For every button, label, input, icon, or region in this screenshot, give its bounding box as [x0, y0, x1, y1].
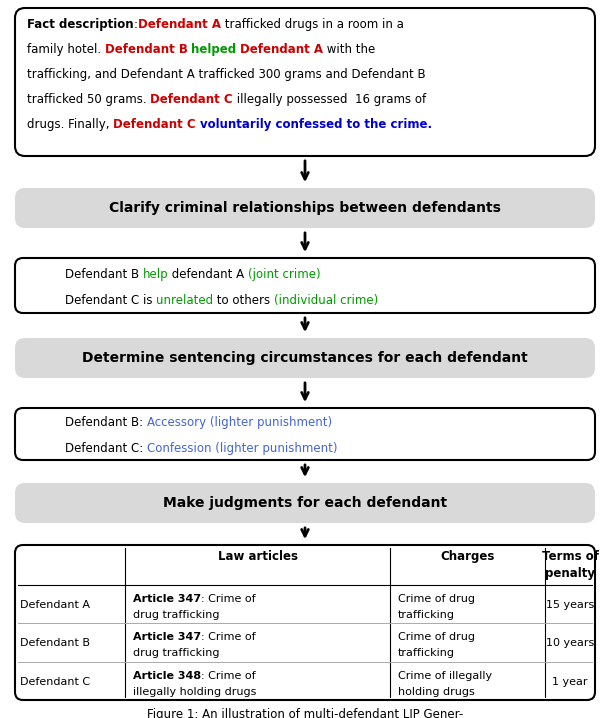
Text: drugs. Finally,: drugs. Finally,: [27, 118, 113, 131]
FancyBboxPatch shape: [15, 408, 595, 460]
Text: trafficked 50 grams.: trafficked 50 grams.: [27, 93, 151, 106]
Text: Defendant C: Defendant C: [20, 677, 90, 687]
Text: helped: helped: [192, 43, 237, 56]
Text: with the: with the: [323, 43, 376, 56]
Text: Terms of
penalty: Terms of penalty: [542, 550, 598, 580]
Text: unrelated: unrelated: [156, 294, 213, 307]
Text: help: help: [143, 268, 168, 281]
Text: Fact description: Fact description: [27, 18, 134, 31]
Text: trafficking, and Defendant A trafficked 300 grams and Defendant B: trafficking, and Defendant A trafficked …: [27, 68, 426, 81]
Text: Crime of illegally: Crime of illegally: [398, 671, 492, 681]
Text: : Crime of: : Crime of: [201, 633, 256, 643]
FancyBboxPatch shape: [15, 483, 595, 523]
Text: trafficking: trafficking: [398, 648, 455, 658]
Text: to others: to others: [214, 294, 274, 307]
Text: Crime of drug: Crime of drug: [398, 633, 475, 643]
FancyBboxPatch shape: [15, 188, 595, 228]
Text: (individual crime): (individual crime): [274, 294, 378, 307]
Text: Article 347: Article 347: [133, 633, 201, 643]
Text: family hotel.: family hotel.: [27, 43, 105, 56]
Text: drug trafficking: drug trafficking: [133, 610, 220, 620]
Text: (joint crime): (joint crime): [248, 268, 321, 281]
Text: Defendant A: Defendant A: [138, 18, 221, 31]
Text: Article 348: Article 348: [133, 671, 201, 681]
Text: Defendant B: Defendant B: [105, 43, 188, 56]
Text: Crime of drug: Crime of drug: [398, 594, 475, 604]
Text: Article 347: Article 347: [133, 594, 201, 604]
Text: 10 years: 10 years: [546, 638, 594, 648]
Text: trafficked drugs in a room in a: trafficked drugs in a room in a: [221, 18, 403, 31]
FancyBboxPatch shape: [15, 338, 595, 378]
Text: illegally holding drugs: illegally holding drugs: [133, 686, 256, 696]
FancyBboxPatch shape: [15, 545, 595, 700]
Text: Law articles: Law articles: [218, 550, 298, 563]
FancyBboxPatch shape: [15, 8, 595, 156]
Text: Defendant A: Defendant A: [240, 43, 323, 56]
Text: Determine sentencing circumstances for each defendant: Determine sentencing circumstances for e…: [82, 351, 528, 365]
Text: trafficking: trafficking: [398, 610, 455, 620]
Text: : Crime of: : Crime of: [201, 671, 256, 681]
FancyBboxPatch shape: [16, 662, 594, 699]
Text: defendant A: defendant A: [168, 268, 248, 281]
Text: Charges: Charges: [440, 550, 495, 563]
Text: Defendant A: Defendant A: [20, 600, 90, 610]
FancyBboxPatch shape: [16, 585, 594, 623]
Text: 1 year: 1 year: [552, 677, 588, 687]
Text: Make judgments for each defendant: Make judgments for each defendant: [163, 496, 447, 510]
Text: Confession (lighter punishment): Confession (lighter punishment): [147, 442, 337, 455]
Text: :: :: [134, 18, 138, 31]
Text: Defendant C: Defendant C: [113, 118, 196, 131]
Text: drug trafficking: drug trafficking: [133, 648, 220, 658]
Text: illegally possessed  16 grams of: illegally possessed 16 grams of: [233, 93, 426, 106]
Text: 15 years: 15 years: [546, 600, 594, 610]
Text: Defendant C is: Defendant C is: [65, 294, 156, 307]
Text: Defendant B:: Defendant B:: [65, 416, 147, 429]
Text: Defendant B: Defendant B: [20, 638, 90, 648]
Text: holding drugs: holding drugs: [398, 686, 475, 696]
Text: Clarify criminal relationships between defendants: Clarify criminal relationships between d…: [109, 201, 501, 215]
Text: Defendant C:: Defendant C:: [65, 442, 147, 455]
Text: Defendant B: Defendant B: [65, 268, 143, 281]
Text: voluntarily confessed to the crime.: voluntarily confessed to the crime.: [199, 118, 432, 131]
Text: Figure 1: An illustration of multi-defendant LJP Gener-: Figure 1: An illustration of multi-defen…: [147, 708, 463, 718]
FancyBboxPatch shape: [15, 258, 595, 313]
Text: Defendant C: Defendant C: [151, 93, 233, 106]
Text: Accessory (lighter punishment): Accessory (lighter punishment): [147, 416, 332, 429]
Text: : Crime of: : Crime of: [201, 594, 256, 604]
